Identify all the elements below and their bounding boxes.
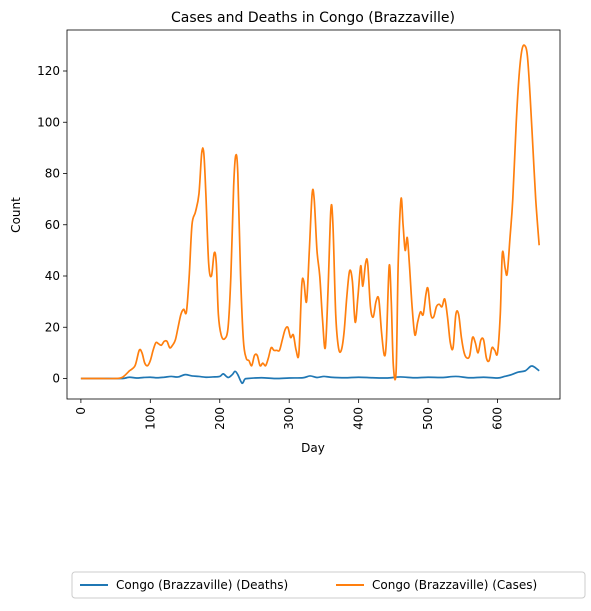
x-tick-label: 400 [352,407,366,430]
y-tick-label: 120 [37,64,60,78]
y-tick-label: 80 [45,167,60,181]
y-tick-label: 20 [45,320,60,334]
cases-series-line [80,44,541,381]
x-axis: 0 100 200 300 400 500 600 [74,399,505,430]
x-tick-label: 500 [421,407,435,430]
x-tick-label: 600 [491,407,505,430]
y-axis-label: Count [9,197,23,233]
x-tick-label: 200 [213,407,227,430]
plot-area [66,29,561,400]
x-tick-label: 100 [143,407,157,430]
x-tick-label: 0 [74,407,88,415]
series-layer [80,44,541,385]
legend-box [71,571,586,599]
legend-label-deaths: Congo (Brazzaville) (Deaths) [116,578,288,592]
legend: Congo (Brazzaville) (Deaths) Congo (Braz… [71,571,586,599]
legend-label-cases: Congo (Brazzaville) (Cases) [372,578,537,592]
y-tick-label: 60 [45,218,60,232]
chart-title: Cases and Deaths in Congo (Brazzaville) [171,10,455,26]
axes-frame [66,29,561,400]
x-tick-label: 300 [282,407,296,430]
x-axis-label: Day [301,441,325,455]
y-tick-label: 40 [45,269,60,283]
y-tick-label: 0 [52,372,60,386]
deaths-series-line [80,365,540,385]
y-axis: 0 20 40 60 80 100 120 [37,64,67,386]
y-tick-label: 100 [37,115,60,129]
